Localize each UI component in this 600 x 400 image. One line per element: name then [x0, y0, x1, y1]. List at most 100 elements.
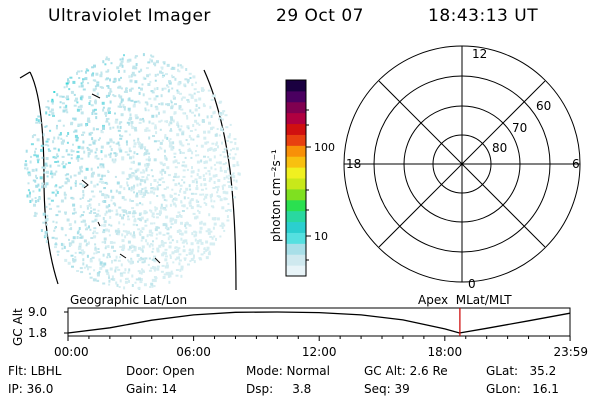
uv-pixel [41, 182, 45, 185]
uv-pixel [228, 133, 231, 137]
uv-pixel [87, 117, 91, 120]
uv-pixel [174, 103, 177, 106]
uv-pixel [86, 254, 89, 258]
uv-pixel [202, 120, 205, 123]
uv-pixel [179, 230, 182, 233]
uv-pixel [128, 122, 130, 126]
uv-pixel [88, 212, 92, 214]
uv-pixel [132, 104, 136, 108]
uv-pixel [44, 230, 48, 234]
uv-pixel [208, 158, 212, 162]
uv-pixel [67, 261, 71, 265]
uv-pixel [222, 163, 226, 166]
uv-pixel [142, 169, 145, 172]
uv-pixel [160, 102, 164, 106]
uv-pixel [99, 74, 103, 78]
uv-pixel [128, 109, 131, 113]
uv-pixel [109, 90, 113, 93]
uv-pixel [122, 209, 126, 213]
uv-pixel [56, 250, 60, 253]
uv-pixel [82, 262, 85, 266]
uv-pixel [67, 78, 69, 82]
uv-pixel [141, 176, 145, 178]
uv-pixel [193, 234, 196, 238]
uv-pixel [135, 177, 139, 181]
uv-pixel [107, 141, 110, 144]
uv-pixel [148, 230, 152, 234]
uv-pixel [125, 87, 127, 91]
uv-pixel [193, 114, 196, 117]
uv-pixel [53, 229, 56, 232]
uv-pixel [174, 197, 177, 201]
uv-pixel [237, 172, 240, 176]
uv-pixel [127, 107, 131, 111]
uv-pixel [65, 149, 68, 153]
uv-pixel [35, 168, 38, 172]
uv-pixel [40, 229, 43, 232]
uv-pixel [139, 171, 143, 174]
uv-pixel [131, 274, 134, 278]
uv-pixel [27, 171, 31, 175]
uv-pixel [66, 179, 70, 183]
uv-pixel [131, 174, 135, 177]
uv-pixel [131, 284, 134, 287]
uv-pixel [24, 160, 27, 163]
uv-pixel [205, 256, 209, 260]
uv-pixel [133, 231, 135, 235]
uv-pixel [232, 172, 235, 175]
uv-pixel [132, 145, 136, 148]
uv-pixel [200, 144, 204, 148]
uv-pixel [95, 128, 99, 131]
uv-pixel [203, 105, 206, 108]
uv-pixel [213, 222, 217, 226]
uv-pixel [99, 178, 103, 181]
uv-pixel [141, 261, 145, 264]
uv-pixel [42, 221, 46, 224]
uv-pixel [124, 151, 128, 154]
y-tick-label-1.8: 1.8 [28, 326, 47, 340]
uv-pixel [143, 187, 146, 190]
uv-pixel [193, 88, 197, 91]
limb-arc-top-left [19, 71, 31, 79]
uv-pixel [83, 251, 86, 254]
uv-pixel [74, 220, 77, 224]
uv-pixel [173, 156, 176, 158]
uv-pixel [122, 246, 126, 250]
uv-pixel [218, 101, 222, 104]
uv-pixel [65, 96, 69, 99]
uv-pixel [147, 165, 150, 168]
uv-pixel [70, 121, 74, 124]
uv-pixel [115, 232, 118, 235]
uv-pixel [60, 199, 64, 203]
uv-pixel [150, 282, 154, 286]
uv-pixel [128, 176, 131, 179]
uv-pixel [119, 137, 123, 140]
uv-pixel [148, 73, 151, 76]
uv-pixel [126, 121, 130, 124]
uv-pixel [51, 112, 55, 116]
uv-pixel [213, 110, 216, 114]
uv-pixel [57, 253, 60, 256]
door-status: Door: Open [126, 364, 195, 378]
uv-pixel [109, 126, 112, 130]
uv-pixel [147, 83, 151, 86]
uv-pixel [176, 230, 180, 233]
uv-pixel [181, 179, 184, 181]
uv-pixel [79, 169, 82, 173]
uv-pixel [104, 240, 107, 244]
uv-pixel [181, 204, 185, 207]
uv-pixel [52, 220, 55, 223]
uv-pixel [160, 206, 163, 210]
uv-pixel [90, 237, 94, 239]
uv-pixel [71, 240, 75, 244]
uv-pixel [181, 210, 185, 212]
uv-pixel [102, 163, 105, 167]
uv-pixel [89, 100, 92, 102]
uv-pixel [86, 206, 89, 210]
uv-pixel [199, 205, 202, 208]
lat-label-70: 70 [512, 121, 527, 135]
uv-pixel [117, 129, 121, 132]
uv-pixel [194, 178, 198, 181]
uv-pixel [80, 123, 83, 127]
uv-pixel [181, 268, 184, 271]
